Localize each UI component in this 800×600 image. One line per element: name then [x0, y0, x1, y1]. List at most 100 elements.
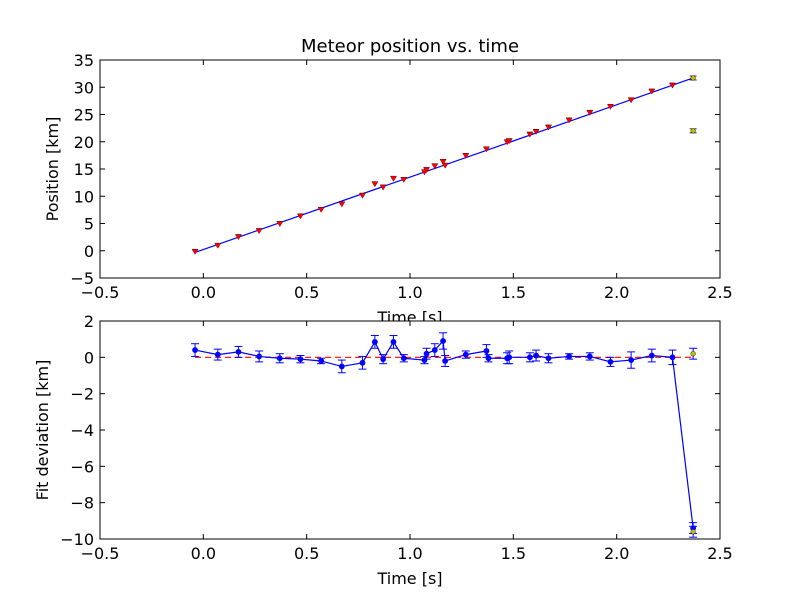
deviation-point	[669, 354, 676, 361]
position-point	[483, 146, 490, 153]
deviation-point	[586, 353, 593, 360]
position-point	[431, 163, 439, 170]
deviation-xtick-label: 0.5	[294, 544, 319, 563]
position-point	[255, 228, 263, 235]
deviation-point	[483, 348, 490, 354]
excluded-point	[690, 128, 696, 134]
deviation-point	[533, 352, 539, 359]
position-chart-ticks: −0.5 0.0 0.5 1.0 1.5 2.0 2.5 −5 0 5 10 15 20 25 30 35	[70, 51, 732, 302]
position-point	[214, 243, 222, 249]
deviation-point	[440, 338, 446, 344]
position-point	[545, 124, 552, 131]
deviation-point	[607, 358, 614, 365]
deviation-chart: −0.5 0.0 0.5 1.0 1.5 2.0 2.5 −10 −8 −6 −4 −2 0 2 Time…	[33, 312, 733, 588]
deviation-point	[390, 338, 397, 345]
deviation-xtick-label: 1.5	[501, 544, 526, 563]
deviation-point	[256, 353, 263, 360]
deviation-point	[371, 338, 378, 345]
position-xtick-label: 1.0	[397, 283, 422, 302]
deviation-ytick-label: −8	[70, 494, 94, 513]
deviation-xtick-label: 2.5	[707, 544, 732, 563]
deviation-ytick-label: −10	[60, 530, 94, 549]
deviation-xtick-label: 2.0	[604, 544, 629, 563]
deviation-point	[235, 348, 242, 355]
excluded-deviation-point	[690, 529, 696, 535]
position-xtick-label: 1.5	[501, 283, 526, 302]
deviation-point	[276, 355, 283, 362]
deviation-ytick-label: −4	[70, 421, 94, 440]
position-point	[532, 129, 540, 135]
position-ytick-label: 20	[74, 133, 94, 152]
deviation-point	[628, 357, 635, 363]
deviation-ytick-label: −6	[70, 457, 94, 476]
deviation-point	[462, 351, 469, 358]
position-point	[526, 131, 534, 138]
position-xtick-label: 2.5	[707, 283, 732, 302]
deviation-point	[318, 358, 325, 364]
deviation-xtick-label: 1.0	[397, 544, 422, 563]
position-point	[648, 88, 656, 95]
deviation-point	[214, 351, 221, 358]
position-xtick-label: 0.5	[294, 283, 319, 302]
position-point	[565, 117, 573, 124]
deviation-chart-ticks: −0.5 0.0 0.5 1.0 1.5 2.0 2.5 −10 −8 −6 −4 −2 0 2	[60, 312, 732, 563]
position-ytick-label: 10	[74, 187, 94, 206]
position-point	[379, 184, 387, 191]
excluded-deviation-point	[690, 351, 696, 357]
deviation-point	[192, 347, 198, 353]
deviation-point	[648, 352, 655, 359]
position-point	[297, 213, 304, 220]
position-point	[439, 159, 447, 165]
position-point	[317, 207, 325, 213]
position-chart-title: Meteor position vs. time	[301, 36, 519, 57]
position-point	[338, 201, 346, 208]
position-chart: −0.5 0.0 0.5 1.0 1.5 2.0 2.5 −5 0 5 10 15 20 25 30 35 M…	[43, 36, 733, 327]
position-ytick-label: 35	[74, 51, 94, 70]
position-point	[586, 110, 594, 116]
position-point	[462, 153, 470, 159]
position-ytick-label: 15	[74, 160, 94, 179]
position-ytick-label: 0	[84, 242, 94, 261]
position-ytick-label: 5	[84, 215, 94, 234]
deviation-point	[380, 356, 387, 363]
deviation-chart-ylabel: Fit deviation [km]	[33, 360, 52, 501]
position-point	[400, 177, 408, 183]
deviation-chart-xlabel: Time [s]	[376, 569, 442, 588]
position-chart-marks	[191, 75, 697, 255]
position-ytick-label: −5	[70, 269, 94, 288]
position-point	[607, 104, 614, 110]
deviation-ytick-label: 0	[84, 348, 94, 367]
deviation-ytick-label: 2	[84, 312, 94, 331]
deviation-point	[442, 358, 449, 364]
position-ytick-label: 30	[74, 78, 94, 97]
deviation-xtick-label: 0.0	[191, 544, 216, 563]
deviation-chart-marks	[191, 332, 698, 538]
deviation-xtick-label: −0.5	[81, 544, 120, 563]
deviation-point	[566, 353, 573, 360]
position-point	[191, 249, 199, 255]
deviation-plot-background	[100, 321, 720, 539]
deviation-point	[400, 355, 407, 362]
position-ytick-label: 25	[74, 106, 94, 125]
deviation-point	[431, 347, 438, 353]
position-xtick-label: 0.0	[191, 283, 216, 302]
deviation-point	[545, 355, 552, 362]
position-plot-background	[100, 60, 720, 278]
deviation-point	[338, 363, 345, 370]
deviation-point	[423, 350, 430, 357]
position-point	[627, 97, 635, 104]
position-point	[235, 234, 242, 241]
position-point	[390, 176, 397, 182]
position-point	[371, 181, 379, 188]
excluded-point	[690, 75, 696, 81]
position-point	[441, 162, 449, 169]
deviation-point	[526, 354, 533, 361]
position-xtick-label: 2.0	[604, 283, 629, 302]
position-xtick-label: −0.5	[81, 283, 120, 302]
deviation-point	[297, 356, 304, 363]
position-point	[276, 221, 284, 228]
deviation-point	[506, 354, 513, 361]
position-point	[669, 82, 676, 89]
position-point	[423, 167, 430, 174]
